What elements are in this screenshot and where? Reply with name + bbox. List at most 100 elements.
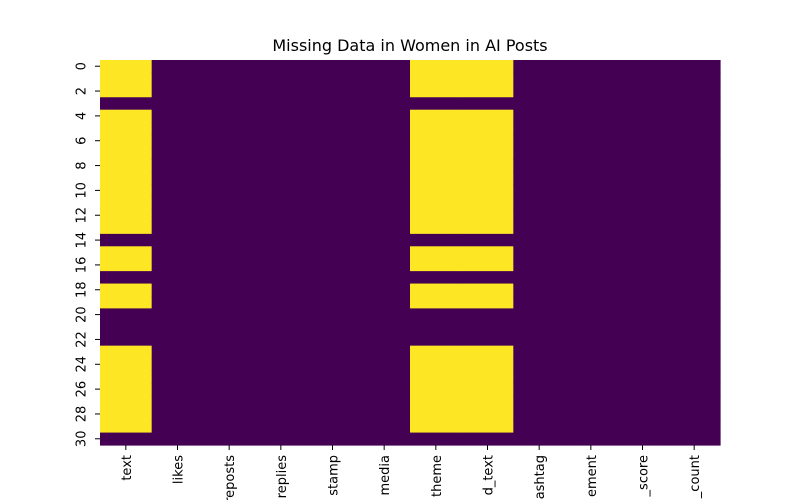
heatmap-cell [565, 420, 618, 434]
heatmap-cell [668, 159, 721, 173]
heatmap-cell [513, 370, 566, 384]
heatmap-cell [255, 184, 308, 198]
heatmap-cell [410, 407, 463, 421]
heatmap-cell [306, 370, 359, 384]
y-tick-label: 20 [75, 306, 90, 323]
heatmap-cell [151, 358, 204, 372]
heatmap-cell [410, 246, 463, 260]
heatmap-cell [255, 109, 308, 123]
heatmap-cell [461, 159, 514, 173]
heatmap-cell [255, 72, 308, 86]
heatmap-cell [616, 171, 669, 185]
heatmap-cell [461, 196, 514, 210]
x-tick-label: _score [637, 455, 652, 497]
chart-title: Missing Data in Women in AI Posts [272, 36, 547, 55]
heatmap-cell [565, 432, 618, 446]
heatmap-cell [668, 246, 721, 260]
heatmap-cell [306, 333, 359, 347]
heatmap-cell [513, 432, 566, 446]
heatmap-cell [255, 221, 308, 235]
heatmap-cell [513, 407, 566, 421]
heatmap-cell [616, 420, 669, 434]
heatmap-cell [151, 271, 204, 285]
heatmap-cell [100, 258, 153, 272]
heatmap-cell [306, 320, 359, 334]
heatmap-cell [668, 60, 721, 74]
heatmap-cell [306, 72, 359, 86]
heatmap-cell [461, 221, 514, 235]
y-tick-label: 8 [75, 161, 90, 169]
heatmap-cell [565, 196, 618, 210]
heatmap-cell [513, 122, 566, 136]
heatmap-cell [410, 146, 463, 160]
heatmap-cell [461, 97, 514, 111]
heatmap-cell [565, 97, 618, 111]
heatmap-cell [203, 382, 256, 396]
heatmap-cell [513, 308, 566, 322]
heatmap-cell [203, 209, 256, 223]
heatmap-cell [616, 308, 669, 322]
heatmap-cell [203, 345, 256, 359]
heatmap-cell [100, 295, 153, 309]
heatmap-cell [668, 196, 721, 210]
heatmap-cell [255, 196, 308, 210]
heatmap-cell [151, 246, 204, 260]
heatmap-cell [358, 221, 411, 235]
heatmap-cell [306, 420, 359, 434]
heatmap-cell [410, 171, 463, 185]
heatmap-cell [410, 345, 463, 359]
heatmap-cell [565, 382, 618, 396]
heatmap-cell [668, 382, 721, 396]
heatmap-cell [513, 209, 566, 223]
heatmap-cell [410, 134, 463, 148]
heatmap-cell [513, 146, 566, 160]
heatmap-cell [358, 196, 411, 210]
heatmap-cell [565, 109, 618, 123]
heatmap-cell [565, 246, 618, 260]
heatmap-cell [255, 159, 308, 173]
heatmap-cell [565, 122, 618, 136]
heatmap-cell [565, 258, 618, 272]
heatmap-cell [306, 60, 359, 74]
heatmap-cell [410, 320, 463, 334]
heatmap-cell [151, 209, 204, 223]
heatmap-cell [100, 109, 153, 123]
heatmap-cell [565, 184, 618, 198]
heatmap-cell [461, 345, 514, 359]
heatmap-cell [461, 146, 514, 160]
heatmap-cell [410, 184, 463, 198]
heatmap-cell [565, 146, 618, 160]
heatmap-cell [410, 159, 463, 173]
heatmap-cell [151, 122, 204, 136]
heatmap-cell [513, 283, 566, 297]
heatmap-cell [151, 60, 204, 74]
heatmap-cell [100, 122, 153, 136]
heatmap-cell [306, 358, 359, 372]
x-tick-label: stamp [327, 455, 342, 496]
heatmap-cell [461, 109, 514, 123]
y-tick-label: 0 [75, 62, 90, 70]
heatmap-cell [100, 209, 153, 223]
heatmap-cell [513, 358, 566, 372]
y-tick-label: 4 [75, 112, 90, 120]
heatmap-cell [410, 395, 463, 409]
heatmap-cell [668, 122, 721, 136]
heatmap-cell [616, 134, 669, 148]
heatmap-cell [513, 171, 566, 185]
heatmap-cell [565, 295, 618, 309]
heatmap-cell [513, 134, 566, 148]
x-tick-label: ashtag [533, 455, 548, 499]
heatmap-cell [616, 320, 669, 334]
heatmap-cell [668, 283, 721, 297]
heatmap-cell [255, 407, 308, 421]
heatmap-cell [616, 196, 669, 210]
heatmap-cell [616, 72, 669, 86]
heatmap-cell [513, 246, 566, 260]
heatmap-cell [306, 221, 359, 235]
heatmap-cell [410, 209, 463, 223]
heatmap-cell [513, 295, 566, 309]
heatmap-cell [358, 184, 411, 198]
heatmap-cell [565, 395, 618, 409]
heatmap-cell [255, 333, 308, 347]
